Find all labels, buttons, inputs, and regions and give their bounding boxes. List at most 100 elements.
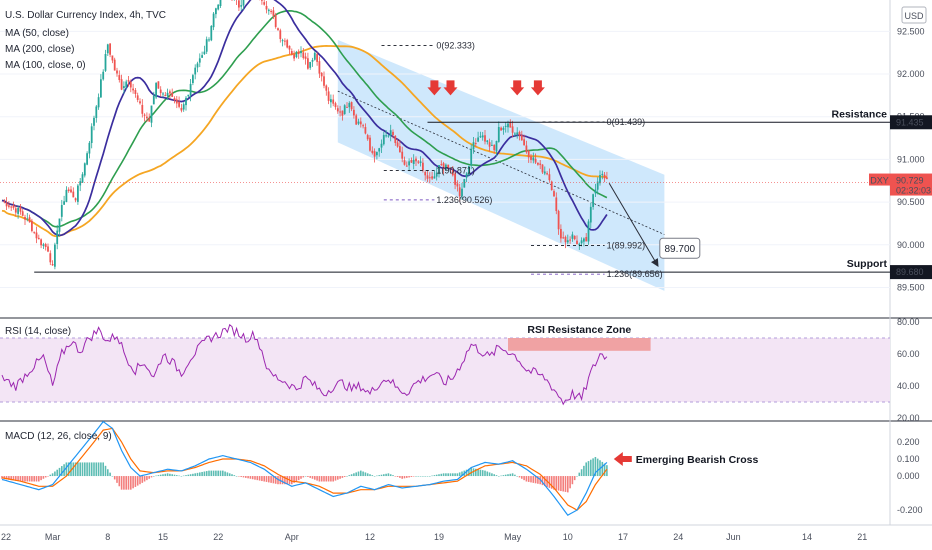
candle-body[interactable] [97, 97, 100, 108]
candle-body[interactable] [461, 188, 463, 197]
candle-body[interactable] [307, 58, 309, 69]
candle-body[interactable] [431, 176, 433, 179]
candle-body[interactable] [90, 126, 93, 143]
candle-body[interactable] [530, 156, 532, 160]
candle-body[interactable] [445, 164, 447, 171]
candle-body[interactable] [33, 231, 36, 233]
candle-body[interactable] [422, 162, 424, 171]
candle-body[interactable] [537, 162, 539, 165]
candle-body[interactable] [77, 185, 79, 202]
candle-body[interactable] [495, 140, 498, 152]
candle-body[interactable] [35, 232, 38, 239]
candle-body[interactable] [415, 158, 417, 162]
candle-body[interactable] [417, 161, 420, 163]
candle-body[interactable] [419, 161, 422, 163]
candle-body[interactable] [401, 151, 404, 159]
candle-body[interactable] [134, 90, 137, 94]
candle-body[interactable] [458, 187, 461, 197]
candle-body[interactable] [127, 80, 130, 82]
candle-body[interactable] [599, 175, 601, 184]
candle-body[interactable] [171, 92, 174, 97]
candle-body[interactable] [139, 101, 141, 104]
candle-body[interactable] [219, 0, 222, 7]
candle-body[interactable] [539, 163, 542, 165]
candle-body[interactable] [366, 135, 369, 140]
candle-body[interactable] [270, 11, 272, 13]
candle-body[interactable] [371, 150, 374, 153]
candle-body[interactable] [72, 191, 75, 198]
candle-body[interactable] [54, 244, 56, 267]
candle-body[interactable] [290, 51, 293, 55]
candle-body[interactable] [56, 230, 59, 244]
candle-body[interactable] [359, 121, 362, 125]
candle-body[interactable] [182, 104, 185, 110]
candle-body[interactable] [100, 79, 102, 98]
candle-body[interactable] [217, 4, 220, 10]
candle-body[interactable] [438, 165, 440, 175]
candle-body[interactable] [348, 102, 351, 108]
candle-body[interactable] [472, 142, 475, 150]
candle-body[interactable] [196, 63, 199, 68]
candle-body[interactable] [208, 39, 210, 41]
rsi-pane[interactable]: RSI Resistance Zone 80.00 60.00 40.00 20.00 [0, 317, 920, 423]
candle-body[interactable] [583, 238, 585, 242]
candle-body[interactable] [281, 40, 284, 42]
candle-body[interactable] [42, 244, 45, 246]
candle-body[interactable] [106, 44, 109, 54]
candle-body[interactable] [320, 72, 323, 77]
candle-body[interactable] [148, 118, 151, 122]
candle-body[interactable] [541, 164, 544, 173]
candle-body[interactable] [201, 55, 203, 58]
candle-body[interactable] [355, 115, 358, 125]
candle-body[interactable] [83, 163, 86, 176]
candle-body[interactable] [518, 132, 521, 136]
candle-body[interactable] [261, 0, 263, 1]
candle-body[interactable] [511, 126, 514, 133]
candle-body[interactable] [203, 51, 206, 55]
candle-body[interactable] [507, 123, 509, 128]
candle-body[interactable] [557, 210, 560, 230]
candle-body[interactable] [51, 264, 54, 266]
channel-fill[interactable] [337, 39, 665, 291]
candle-body[interactable] [267, 9, 270, 12]
candle-body[interactable] [146, 116, 148, 119]
candle-body[interactable] [311, 59, 314, 62]
candle-body[interactable] [162, 93, 164, 95]
candle-body[interactable] [373, 151, 376, 157]
candle-body[interactable] [79, 181, 82, 186]
candle-body[interactable] [606, 177, 608, 179]
candle-body[interactable] [192, 75, 194, 84]
rsi-resistance-zone[interactable] [508, 338, 651, 351]
candle-body[interactable] [31, 220, 33, 231]
candle-body[interactable] [166, 92, 169, 96]
candle-body[interactable] [454, 173, 456, 185]
candle-body[interactable] [380, 143, 383, 148]
candle-body[interactable] [279, 30, 282, 40]
candle-body[interactable] [155, 83, 157, 98]
time-axis[interactable]: 22 Mar 8 15 22 Apr 12 19 May 10 17 24 Jun 14 21 [1, 532, 867, 542]
candle-body[interactable] [152, 95, 155, 105]
candle-body[interactable] [424, 172, 427, 176]
candle-body[interactable] [573, 235, 576, 240]
candle-body[interactable] [603, 174, 606, 179]
candle-body[interactable] [40, 239, 42, 246]
candle-body[interactable] [129, 81, 132, 88]
candle-body[interactable] [272, 10, 275, 16]
support-tag[interactable] [890, 265, 932, 280]
candle-body[interactable] [297, 51, 300, 55]
candle-body[interactable] [566, 240, 569, 243]
candle-body[interactable] [357, 121, 360, 124]
candle-body[interactable] [141, 104, 144, 114]
candle-body[interactable] [205, 39, 208, 52]
candle-body[interactable] [378, 148, 381, 152]
candles[interactable] [3, 0, 608, 270]
candle-body[interactable] [313, 52, 316, 60]
candle-body[interactable] [157, 81, 160, 89]
candle-body[interactable] [468, 165, 470, 175]
candle-body[interactable] [589, 206, 592, 223]
candle-body[interactable] [477, 137, 479, 142]
candle-body[interactable] [562, 237, 565, 239]
candle-body[interactable] [435, 172, 438, 177]
candle-body[interactable] [486, 140, 489, 142]
